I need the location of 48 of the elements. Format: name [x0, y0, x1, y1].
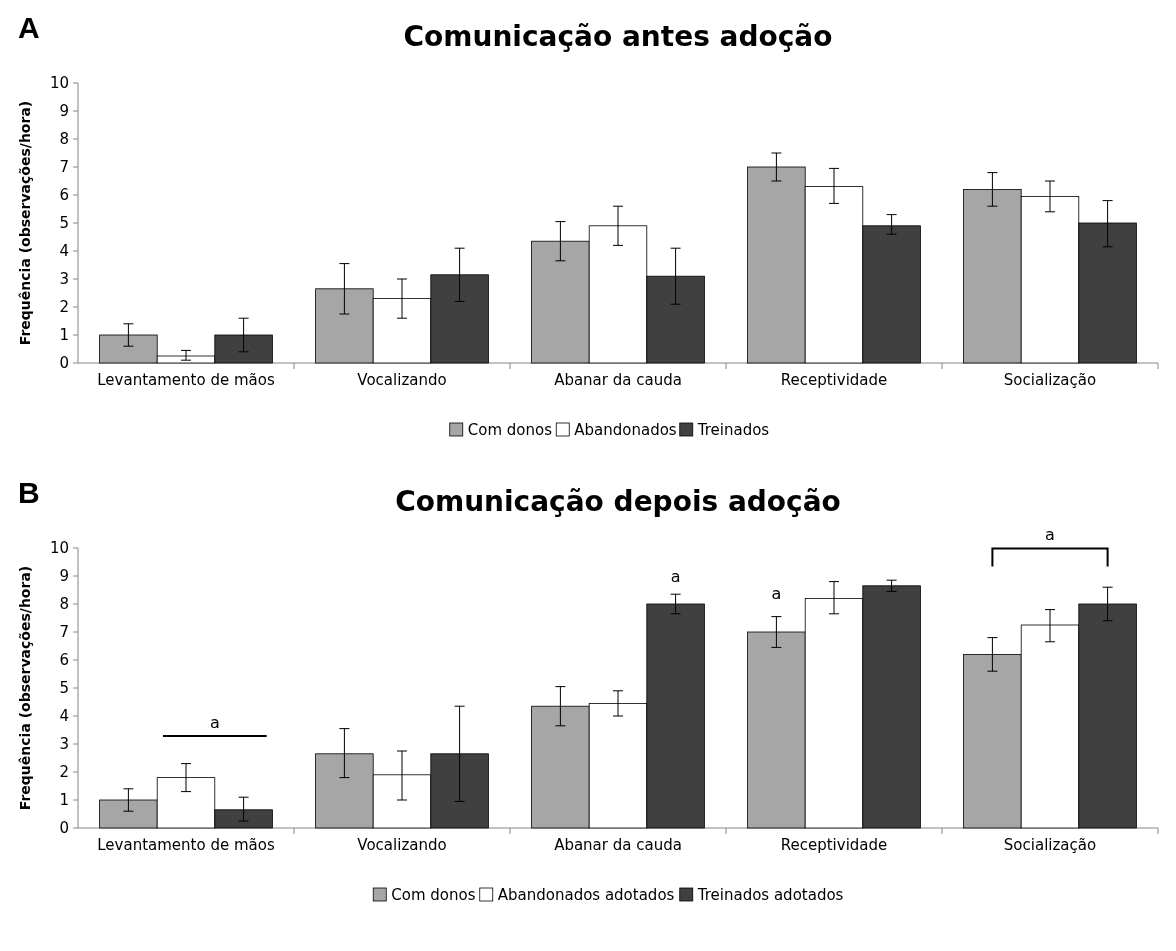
chart-title: Comunicação antes adoção — [403, 20, 833, 53]
annotation: a — [670, 567, 681, 587]
y-tick-label: 0 — [59, 354, 69, 373]
legend-label: Abandonados — [574, 421, 677, 439]
x-tick-label: Socialização — [1003, 836, 1097, 854]
y-tick-label: 1 — [59, 791, 69, 810]
x-tick-label: Abanar da cauda — [554, 836, 682, 854]
legend-label: Treinados adotados — [696, 886, 844, 904]
x-tick-label: Levantamento de mãos — [97, 836, 275, 854]
chart-title: Comunicação depois adoção — [395, 485, 841, 518]
y-tick-label: 8 — [59, 130, 69, 149]
y-tick-label: 0 — [59, 819, 69, 838]
y-tick-label: 10 — [49, 74, 69, 93]
y-tick-label: 5 — [59, 214, 69, 233]
y-tick-label: 4 — [59, 242, 69, 261]
legend-label: Com donos — [391, 886, 476, 904]
y-tick-label: 10 — [49, 539, 69, 558]
x-tick-label: Abanar da cauda — [554, 371, 682, 389]
y-tick-label: 1 — [59, 326, 69, 345]
y-tick-label: 7 — [59, 158, 69, 177]
y-axis-title: Frequência (observações/hora) — [17, 565, 33, 811]
text: A — [18, 11, 40, 44]
x-tick-label: Vocalizando — [357, 836, 447, 854]
legend-label: Abandonados adotados — [497, 886, 675, 904]
y-tick-label: 4 — [59, 707, 69, 726]
legend-label: Com donos — [467, 421, 553, 439]
annotation: a — [209, 713, 220, 732]
legend-label: Treinados — [696, 421, 770, 439]
x-tick-label: Receptividade — [780, 371, 888, 389]
annotation: a — [771, 584, 782, 604]
y-tick-label: 9 — [59, 567, 69, 586]
text: a — [1045, 525, 1055, 545]
y-tick-label: 2 — [59, 763, 69, 782]
y-tick-label: 6 — [59, 651, 69, 670]
y-tick-label: 9 — [59, 102, 69, 121]
text: B — [18, 476, 40, 509]
x-tick-label: Levantamento de mãos — [97, 371, 275, 389]
x-tick-label: Vocalizando — [357, 371, 447, 389]
y-tick-label: 6 — [59, 186, 69, 205]
y-tick-label: 3 — [59, 270, 69, 289]
y-tick-label: 2 — [59, 298, 69, 317]
x-tick-label: Receptividade — [780, 836, 888, 854]
y-tick-label: 8 — [59, 595, 69, 614]
y-tick-label: 3 — [59, 735, 69, 754]
x-tick-label: Socialização — [1003, 371, 1097, 389]
y-axis-title: Frequência (observações/hora) — [17, 100, 33, 346]
y-tick-label: 7 — [59, 623, 69, 642]
y-tick-label: 5 — [59, 679, 69, 698]
